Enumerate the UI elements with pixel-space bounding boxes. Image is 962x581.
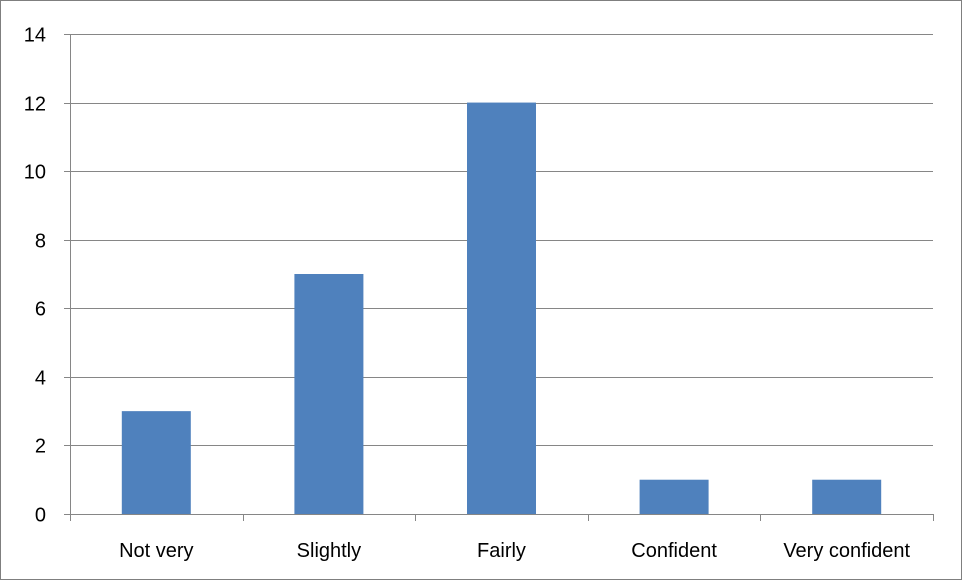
y-tick-label: 8 — [35, 231, 46, 253]
y-tick-label: 14 — [24, 25, 46, 47]
y-tick-label: 0 — [35, 505, 46, 527]
x-tick-labels: Not very Slightly Fairly Confident Very conf… — [119, 540, 910, 562]
y-tick-labels: 0 2 4 6 8 10 12 14 — [24, 25, 46, 527]
x-tick-label: Very confident — [783, 540, 910, 562]
y-tick-label: 2 — [35, 436, 46, 458]
y-tick-label: 4 — [35, 368, 46, 390]
x-tick-label: Slightly — [297, 540, 361, 562]
bar — [294, 274, 364, 514]
axes — [64, 34, 934, 521]
bars — [121, 102, 882, 515]
bar — [121, 411, 191, 514]
bar — [467, 102, 536, 515]
y-tick-label: 10 — [24, 162, 46, 184]
y-tick-label: 6 — [35, 299, 46, 321]
x-tick-label: Confident — [631, 540, 717, 562]
bar — [639, 479, 709, 514]
x-tick-label: Not very — [119, 540, 193, 562]
x-tick-label: Fairly — [477, 540, 526, 562]
y-tick-label: 12 — [24, 94, 46, 116]
bar — [812, 479, 882, 514]
